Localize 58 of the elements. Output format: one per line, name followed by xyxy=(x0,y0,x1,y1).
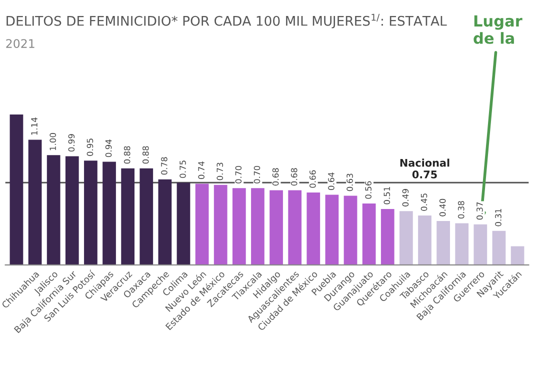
bar xyxy=(474,224,488,265)
bar xyxy=(325,194,339,265)
data-label: 0.88 xyxy=(142,146,149,164)
data-label: 0.73 xyxy=(216,162,224,180)
bar xyxy=(418,216,432,265)
bar xyxy=(28,140,42,265)
data-label: 0.75 xyxy=(180,160,186,178)
annotation: Lugar de la xyxy=(474,15,522,44)
bar xyxy=(362,203,376,265)
data-label: 0.31 xyxy=(495,208,502,226)
data-label: 1.14 xyxy=(31,118,38,135)
data-label: 0.95 xyxy=(86,138,94,156)
data-label: 0.68 xyxy=(272,168,279,186)
bar xyxy=(102,162,116,265)
data-label: 0.49 xyxy=(402,189,409,206)
data-label: 0.45 xyxy=(420,194,428,211)
data-label: 0.64 xyxy=(328,172,334,190)
bar xyxy=(140,168,154,265)
bar xyxy=(270,190,283,265)
bar xyxy=(306,192,320,265)
chart-title: DELITOS DE FEMINICIDIO* POR CADA 100 MIL MUJERES$^{1/}$: ESTATAL xyxy=(6,14,447,28)
bar xyxy=(84,160,98,265)
data-label: 0.99 xyxy=(68,134,75,152)
bar xyxy=(46,155,60,265)
bar xyxy=(400,211,413,265)
bar xyxy=(121,168,134,265)
data-label: 0.88 xyxy=(124,146,130,164)
bar xyxy=(455,223,469,265)
bar xyxy=(436,221,450,265)
bar xyxy=(232,188,246,265)
data-label: 0.78 xyxy=(161,157,168,175)
data-label: 0.37 xyxy=(476,202,483,220)
bar xyxy=(214,184,228,265)
data-label: 1.00 xyxy=(50,133,56,150)
data-label: 0.51 xyxy=(384,187,390,204)
bar xyxy=(492,230,506,265)
data-label: 0.68 xyxy=(290,168,298,186)
data-label: 0.70 xyxy=(235,166,242,184)
bar xyxy=(288,190,302,265)
data-label: 0.94 xyxy=(105,140,112,158)
data-label: 0.66 xyxy=(310,170,316,188)
data-label: 0.63 xyxy=(346,174,353,192)
bar xyxy=(251,188,264,265)
bar xyxy=(65,156,79,265)
bar xyxy=(176,182,190,265)
bar xyxy=(380,208,394,265)
data-label: 0.38 xyxy=(458,201,464,219)
data-label: 0.70 xyxy=(254,166,260,184)
data-label: 0.56 xyxy=(365,181,372,199)
bar xyxy=(510,246,524,265)
bar xyxy=(158,179,172,265)
data-label: 0.74 xyxy=(198,161,204,180)
data-label: 0.40 xyxy=(439,198,446,216)
ref-line-label: Nacional 0.75 xyxy=(400,158,450,178)
chart-subtitle: 2021 xyxy=(6,39,34,48)
bar xyxy=(195,184,209,265)
bar xyxy=(10,114,24,265)
bar xyxy=(344,196,358,265)
